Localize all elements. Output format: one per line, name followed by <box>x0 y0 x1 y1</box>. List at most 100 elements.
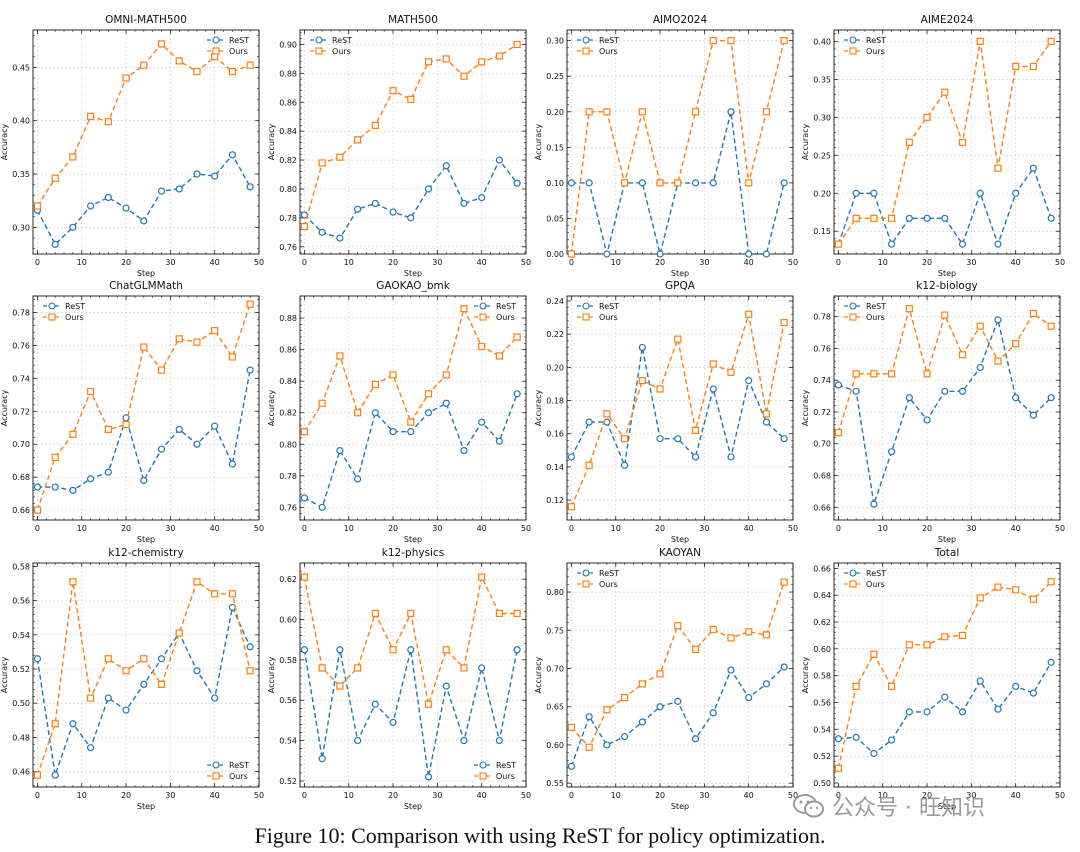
x-axis-label: Step <box>671 269 689 278</box>
data-point-ours <box>211 53 219 61</box>
data-point-rest <box>442 162 450 170</box>
x-tick-label: 20 <box>121 258 131 267</box>
data-point-ours <box>424 58 433 66</box>
chart-title: k12-physics <box>382 547 444 559</box>
data-point-rest <box>478 664 486 672</box>
data-point-ours <box>585 108 593 116</box>
data-point-rest <box>104 468 112 476</box>
data-point-ours <box>691 108 700 116</box>
y-tick-label: 0.20 <box>546 108 564 117</box>
chart-title: k12-biology <box>916 280 977 292</box>
y-axis-label: Accuracy <box>801 656 810 693</box>
legend-label: Ours <box>866 313 885 322</box>
data-point-ours <box>958 351 967 359</box>
plot-frame <box>32 562 260 788</box>
y-tick-label: 0.30 <box>546 37 564 46</box>
legend-marker <box>479 302 487 310</box>
data-point-ours <box>389 371 397 379</box>
legend-marker <box>582 302 590 310</box>
legend-label: ReST <box>332 36 352 45</box>
legend-label: Ours <box>229 772 248 781</box>
data-point-ours <box>905 138 913 146</box>
data-point-ours <box>442 646 450 654</box>
y-tick-label: 0.50 <box>12 699 30 708</box>
data-point-rest <box>994 705 1002 713</box>
data-point-ours <box>923 113 931 121</box>
x-tick-label: 40 <box>1011 791 1021 800</box>
data-point-ours <box>513 609 521 618</box>
data-point-ours <box>51 720 59 728</box>
data-point-rest <box>888 736 896 744</box>
legend-marker <box>582 313 590 321</box>
data-point-rest <box>193 440 201 448</box>
data-point-ours <box>958 631 967 640</box>
data-point-ours <box>1012 586 1020 594</box>
data-point-rest <box>460 736 468 745</box>
data-point-ours <box>585 461 593 469</box>
data-point-rest <box>585 713 593 721</box>
legend-label: ReST <box>866 569 886 578</box>
data-point-rest <box>638 179 646 187</box>
chart-panel: GPQA 0 10 20 30 40 50 0.12 0.14 0.16 0.18 0.20 0.22 0… <box>534 280 798 544</box>
data-point-rest <box>727 108 735 116</box>
data-point-ours <box>1047 322 1055 330</box>
y-tick-label: 0.66 <box>813 564 831 573</box>
data-point-rest <box>69 720 77 728</box>
y-tick-label: 0.56 <box>813 698 831 707</box>
x-tick-label: 10 <box>878 791 888 800</box>
data-point-ours <box>976 37 984 45</box>
data-point-ours <box>691 426 700 434</box>
y-tick-label: 0.54 <box>813 725 831 734</box>
data-point-rest <box>603 250 611 258</box>
x-tick-label: 10 <box>878 524 888 533</box>
data-point-rest <box>228 603 237 612</box>
y-tick-label: 0.35 <box>12 170 30 179</box>
legend-label: Ours <box>866 580 885 589</box>
data-point-rest <box>762 250 771 258</box>
series-line-rest <box>837 166 1052 247</box>
data-point-rest <box>691 735 700 743</box>
data-point-rest <box>638 343 646 352</box>
data-point-rest <box>300 646 309 654</box>
legend-label: ReST <box>65 302 85 311</box>
y-tick-label: 0.86 <box>279 346 297 355</box>
data-point-ours <box>638 108 646 116</box>
y-tick-label: 0.78 <box>12 308 30 317</box>
data-point-ours <box>175 629 183 637</box>
x-tick-label: 10 <box>77 791 87 800</box>
x-tick-label: 50 <box>521 791 531 800</box>
data-point-ours <box>656 670 664 678</box>
data-point-ours <box>1012 62 1020 71</box>
data-point-ours <box>371 609 379 618</box>
y-tick-label: 0.16 <box>546 430 564 439</box>
legend-marker <box>212 761 220 769</box>
y-tick-label: 0.60 <box>813 645 831 654</box>
data-point-rest <box>87 202 95 210</box>
legend-label: ReST <box>866 302 886 311</box>
data-point-ours <box>228 590 237 598</box>
data-point-ours <box>674 335 682 343</box>
x-tick-label: 30 <box>699 524 709 533</box>
data-point-ours <box>104 118 112 126</box>
data-point-rest <box>780 179 788 187</box>
data-point-rest <box>371 409 379 417</box>
y-tick-label: 0.68 <box>813 472 831 481</box>
data-point-ours <box>958 138 967 146</box>
y-tick-label: 0.62 <box>813 618 831 627</box>
data-point-ours <box>727 37 735 45</box>
plot-frame <box>299 295 527 521</box>
data-point-rest <box>442 682 450 690</box>
x-tick-label: 0 <box>35 791 40 800</box>
y-axis-label: Accuracy <box>534 123 543 160</box>
x-tick-label: 40 <box>744 791 754 800</box>
y-tick-label: 0.75 <box>546 626 564 635</box>
data-point-ours <box>834 240 843 248</box>
legend-label: ReST <box>599 36 619 45</box>
legend-label: Ours <box>866 47 885 56</box>
data-point-ours <box>852 370 860 378</box>
data-point-rest <box>407 214 415 222</box>
data-point-rest <box>460 199 468 208</box>
data-point-ours <box>603 108 611 116</box>
legend-marker <box>849 569 857 577</box>
plot-frame <box>833 562 1061 788</box>
